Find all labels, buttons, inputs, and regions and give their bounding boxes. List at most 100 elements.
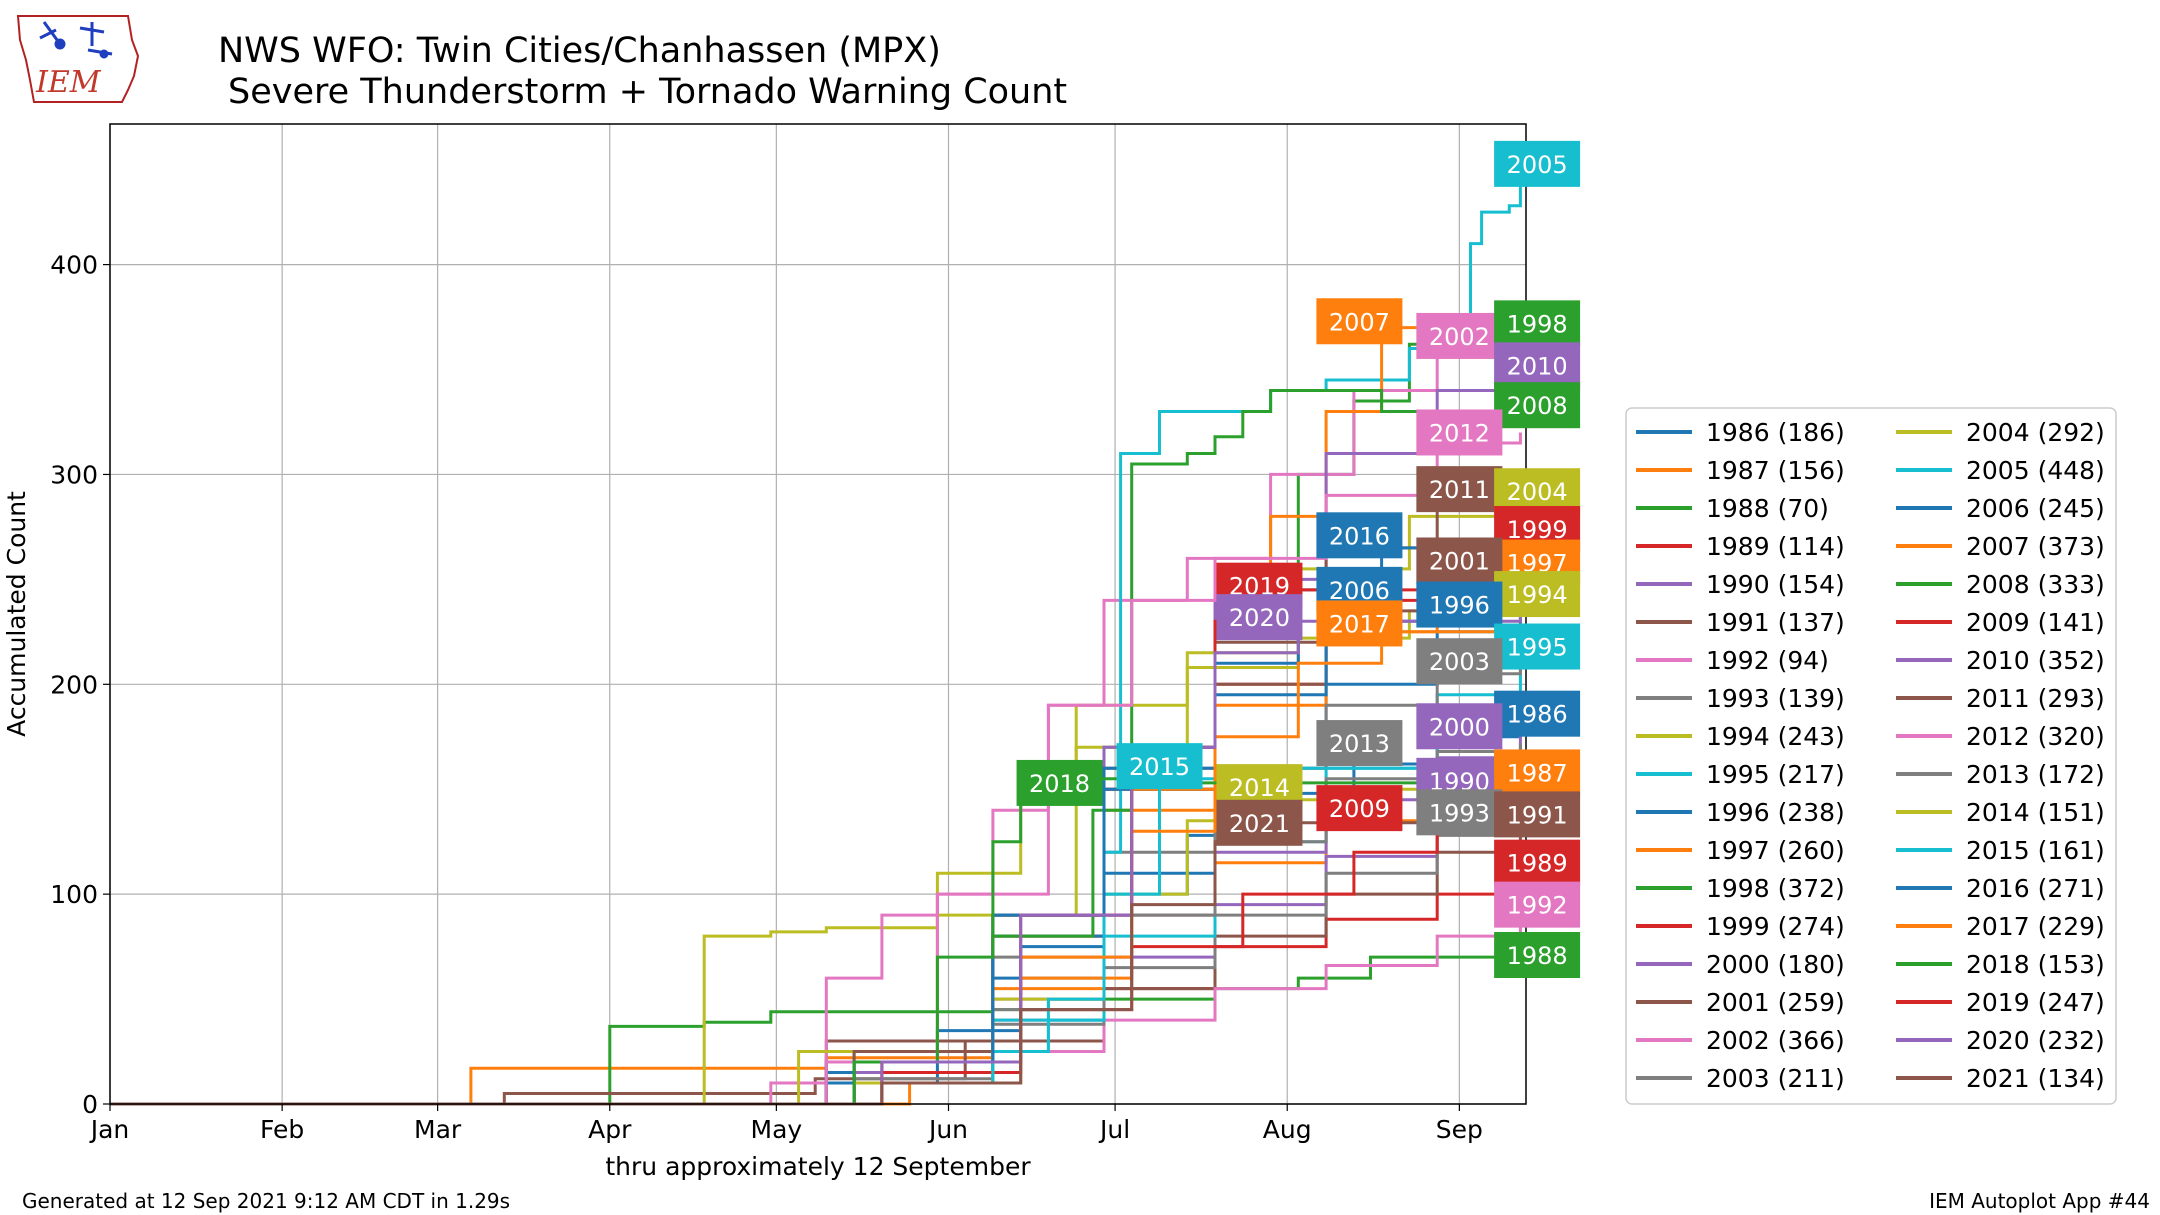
end-tag-box <box>1216 594 1303 641</box>
plot-background <box>110 124 1526 1104</box>
legend-label: 1991 (137) <box>1706 608 1845 637</box>
end-tag-label: 1993 <box>1429 799 1490 827</box>
legend-item-1995: 1995 (217) <box>1636 760 1845 789</box>
legend-item-1999: 1999 (274) <box>1636 912 1845 941</box>
end-tag-label: 2003 <box>1429 648 1490 676</box>
legend: 1986 (186) 1987 (156) 1988 (70) 1989 (114) 1… <box>1625 407 2117 1105</box>
end-tag-2020: 2020 <box>1216 594 1303 641</box>
legend-item-2019: 2019 (247) <box>1896 988 2105 1017</box>
x-tick-label: Jun <box>927 1115 968 1144</box>
legend-label: 2021 (134) <box>1966 1064 2105 1093</box>
end-tag-box <box>1316 298 1403 345</box>
series-line-2018 <box>110 777 1521 1106</box>
end-tag-2005: 2005 <box>1494 140 1581 187</box>
legend-item-2013: 2013 (172) <box>1896 760 2105 789</box>
end-tag-2002: 2002 <box>1416 312 1503 359</box>
end-tag-box <box>1416 312 1503 359</box>
end-tag-box <box>1316 785 1403 832</box>
legend-label: 2003 (211) <box>1706 1064 1845 1093</box>
legend-label: 1993 (139) <box>1706 684 1845 713</box>
legend-item-1991: 1991 (137) <box>1636 608 1845 637</box>
end-tag-box <box>1416 638 1503 685</box>
legend-item-2017: 2017 (229) <box>1896 912 2105 941</box>
legend-label: 2014 (151) <box>1966 798 2105 827</box>
end-tag-label: 2002 <box>1429 323 1490 351</box>
end-tag-label: 1995 <box>1507 634 1568 662</box>
end-tag-label: 1989 <box>1507 850 1568 878</box>
iem-logo: IEM <box>16 15 140 103</box>
legend-item-2002: 2002 (366) <box>1636 1026 1845 1055</box>
end-tag-label: 1991 <box>1507 801 1568 829</box>
x-axis-label: thru approximately 12 September <box>605 1152 1031 1181</box>
legend-label: 2002 (366) <box>1706 1026 1845 1055</box>
end-tag-1991: 1991 <box>1494 791 1581 838</box>
end-tag-box <box>1316 512 1403 559</box>
plot-area: Jan Feb Mar Apr May Jun Jul Aug Sep 0 100 200 300 400… <box>50 123 1581 1144</box>
legend-label: 1992 (94) <box>1706 646 1829 675</box>
legend-label: 2016 (271) <box>1966 874 2105 903</box>
footer-generated: Generated at 12 Sep 2021 9:12 AM CDT in … <box>22 1189 510 1213</box>
legend-item-1993: 1993 (139) <box>1636 684 1845 713</box>
end-tag-box <box>1494 749 1581 796</box>
legend-label: 2019 (247) <box>1966 988 2105 1017</box>
legend-label: 2013 (172) <box>1966 760 2105 789</box>
legend-item-1987: 1987 (156) <box>1636 456 1845 485</box>
end-tag-box <box>1416 581 1503 628</box>
chart-title-line2: Severe Thunderstorm + Tornado Warning Co… <box>228 72 1067 112</box>
end-tag-label: 2020 <box>1229 604 1290 632</box>
end-tags: 2005 2007 2002 1998 2010 2008 2012 2011 2004 2016… <box>1016 140 1581 979</box>
legend-item-2015: 2015 (161) <box>1896 836 2105 865</box>
logo-text: IEM <box>35 65 102 100</box>
y-axis-label: Accumulated Count <box>2 491 31 737</box>
legend-item-2012: 2012 (320) <box>1896 722 2105 751</box>
legend-item-2020: 2020 (232) <box>1896 1026 2105 1055</box>
end-tag-box <box>1316 600 1403 647</box>
end-tag-label: 2012 <box>1429 419 1490 447</box>
end-tag-label: 2021 <box>1229 810 1290 838</box>
legend-item-1992: 1992 (94) <box>1636 646 1829 675</box>
legend-item-2001: 2001 (259) <box>1636 988 1845 1017</box>
legend-item-2005: 2005 (448) <box>1896 456 2105 485</box>
end-tag-label: 1988 <box>1507 942 1568 970</box>
end-tag-label: 2008 <box>1507 392 1568 420</box>
end-tag-box <box>1416 537 1503 584</box>
y-tick-label: 100 <box>50 880 98 909</box>
end-tag-box <box>1416 789 1503 836</box>
x-tick-label: Feb <box>260 1115 304 1144</box>
weather-station-icon <box>39 21 113 59</box>
end-tag-box <box>1416 466 1503 513</box>
x-tick-label: Mar <box>414 1115 462 1144</box>
legend-label: 1990 (154) <box>1706 570 1845 599</box>
legend-item-2010: 2010 (352) <box>1896 646 2105 675</box>
end-tag-label: 1992 <box>1507 892 1568 920</box>
legend-item-2007: 2007 (373) <box>1896 532 2105 561</box>
legend-item-2008: 2008 (333) <box>1896 570 2105 599</box>
end-tag-label: 2011 <box>1429 476 1490 504</box>
end-tag-box <box>1016 759 1103 806</box>
legend-item-1998: 1998 (372) <box>1636 874 1845 903</box>
x-tick-label: Jan <box>89 1115 130 1144</box>
legend-item-1997: 1997 (260) <box>1636 836 1845 865</box>
axis-ticks: Jan Feb Mar Apr May Jun Jul Aug Sep 0 100 200 300 400 <box>50 251 1483 1144</box>
end-tag-2000: 2000 <box>1416 703 1503 750</box>
legend-label: 1989 (114) <box>1706 532 1845 561</box>
end-tag-label: 1994 <box>1507 581 1568 609</box>
end-tag-1992: 1992 <box>1494 881 1581 928</box>
end-tag-2013: 2013 <box>1316 720 1403 767</box>
legend-label: 1988 (70) <box>1706 494 1829 523</box>
end-tag-label: 2004 <box>1507 478 1568 506</box>
legend-label: 2007 (373) <box>1966 532 2105 561</box>
legend-label: 1987 (156) <box>1706 456 1845 485</box>
legend-item-1994: 1994 (243) <box>1636 722 1845 751</box>
end-tag-label: 2005 <box>1507 151 1568 179</box>
end-tag-2001: 2001 <box>1416 537 1503 584</box>
legend-label: 1994 (243) <box>1706 722 1845 751</box>
end-tag-1993: 1993 <box>1416 789 1503 836</box>
legend-label: 2017 (229) <box>1966 912 2105 941</box>
end-tag-2003: 2003 <box>1416 638 1503 685</box>
end-tag-box <box>1494 690 1581 737</box>
end-tag-label: 2009 <box>1329 795 1390 823</box>
y-tick-label: 400 <box>50 251 98 280</box>
y-tick-label: 0 <box>82 1090 98 1119</box>
legend-item-2014: 2014 (151) <box>1896 798 2105 827</box>
